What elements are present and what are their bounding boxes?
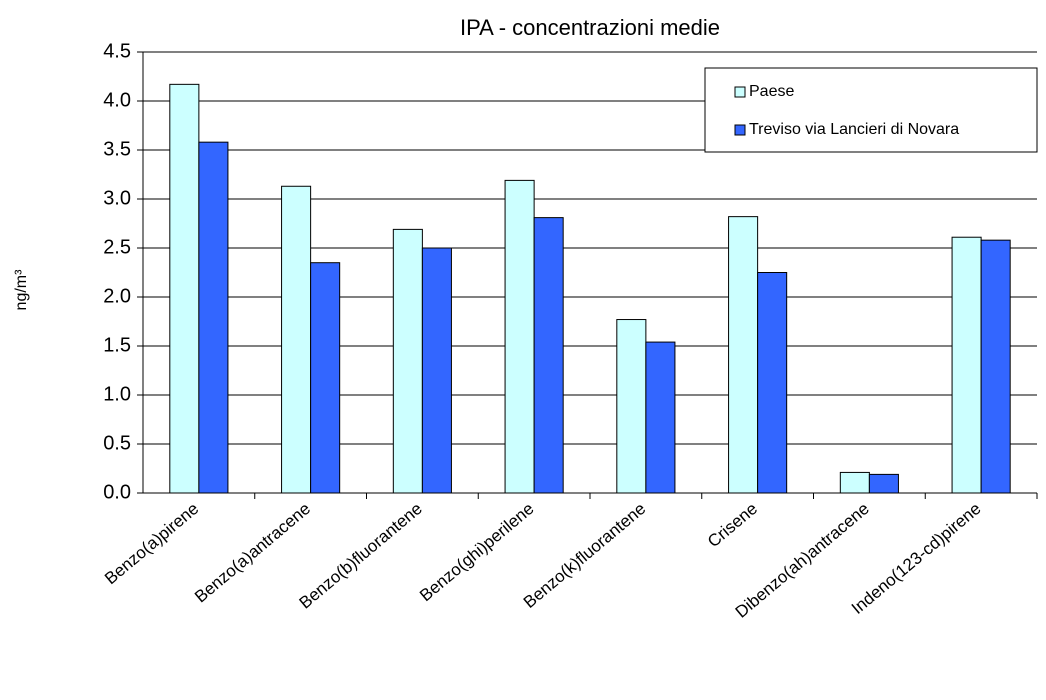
y-tick-label: 0.0 [103,481,131,503]
x-tick-label: Benzo(a)antracene [191,499,314,606]
y-tick-label: 1.0 [103,383,131,405]
bar [868,473,899,494]
x-tick-label: Benzo(k)fluorantene [520,499,649,612]
bar [728,216,759,494]
x-tick-label: Benzo(ghi)perilene [416,499,538,605]
y-tick-label: 2.0 [103,285,131,307]
bar [281,185,312,494]
y-tick-label: 2.5 [103,236,131,258]
legend-box [704,67,1038,153]
bar [504,179,535,494]
bar [533,217,564,494]
legend-marker [734,86,746,98]
bar [839,471,870,494]
bar [392,228,423,494]
y-tick-label: 1.5 [103,334,131,356]
bar [169,83,200,494]
x-tick-label: Benzo(b)fluorantene [296,499,426,613]
y-axis-label: ng/m³ [13,269,30,311]
bar [757,272,788,494]
x-tick-label: Crisene [704,499,761,551]
bar [198,141,229,494]
chart-title: IPA - concentrazioni medie [460,15,720,40]
y-tick-label: 4.5 [103,40,131,62]
legend-label: Paese [749,83,794,100]
legend-marker [734,124,746,136]
bar [645,341,676,494]
x-tick-label: Benzo(a)pirene [101,499,202,588]
bar [616,319,647,494]
bar [310,262,341,494]
y-tick-label: 4.0 [103,89,131,111]
bar [951,236,982,494]
y-tick-label: 3.0 [103,187,131,209]
bar [980,239,1011,494]
y-tick-label: 3.5 [103,138,131,160]
legend-label: Treviso via Lancieri di Novara [749,121,959,138]
y-tick-label: 0.5 [103,432,131,454]
bar [421,247,452,494]
